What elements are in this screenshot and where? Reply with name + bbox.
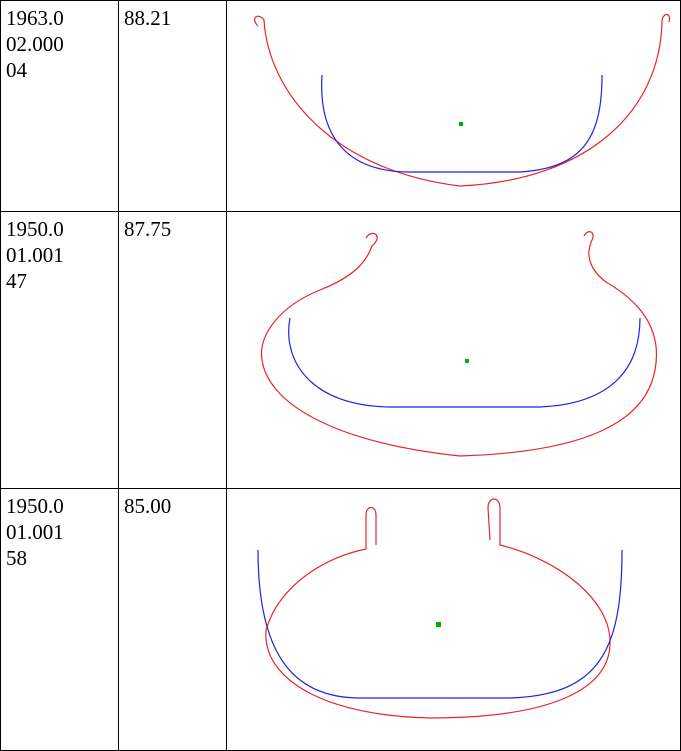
center-point — [459, 122, 463, 126]
outer-profile — [262, 232, 657, 456]
center-point — [465, 359, 469, 363]
page: 1963.002.00004 88.21 1950.001.00147 87.7… — [0, 0, 681, 751]
inner-profile — [289, 318, 640, 407]
profile-drawings — [0, 0, 681, 751]
outer-profile — [266, 499, 610, 718]
center-point — [436, 622, 441, 627]
outer-profile — [255, 15, 670, 187]
